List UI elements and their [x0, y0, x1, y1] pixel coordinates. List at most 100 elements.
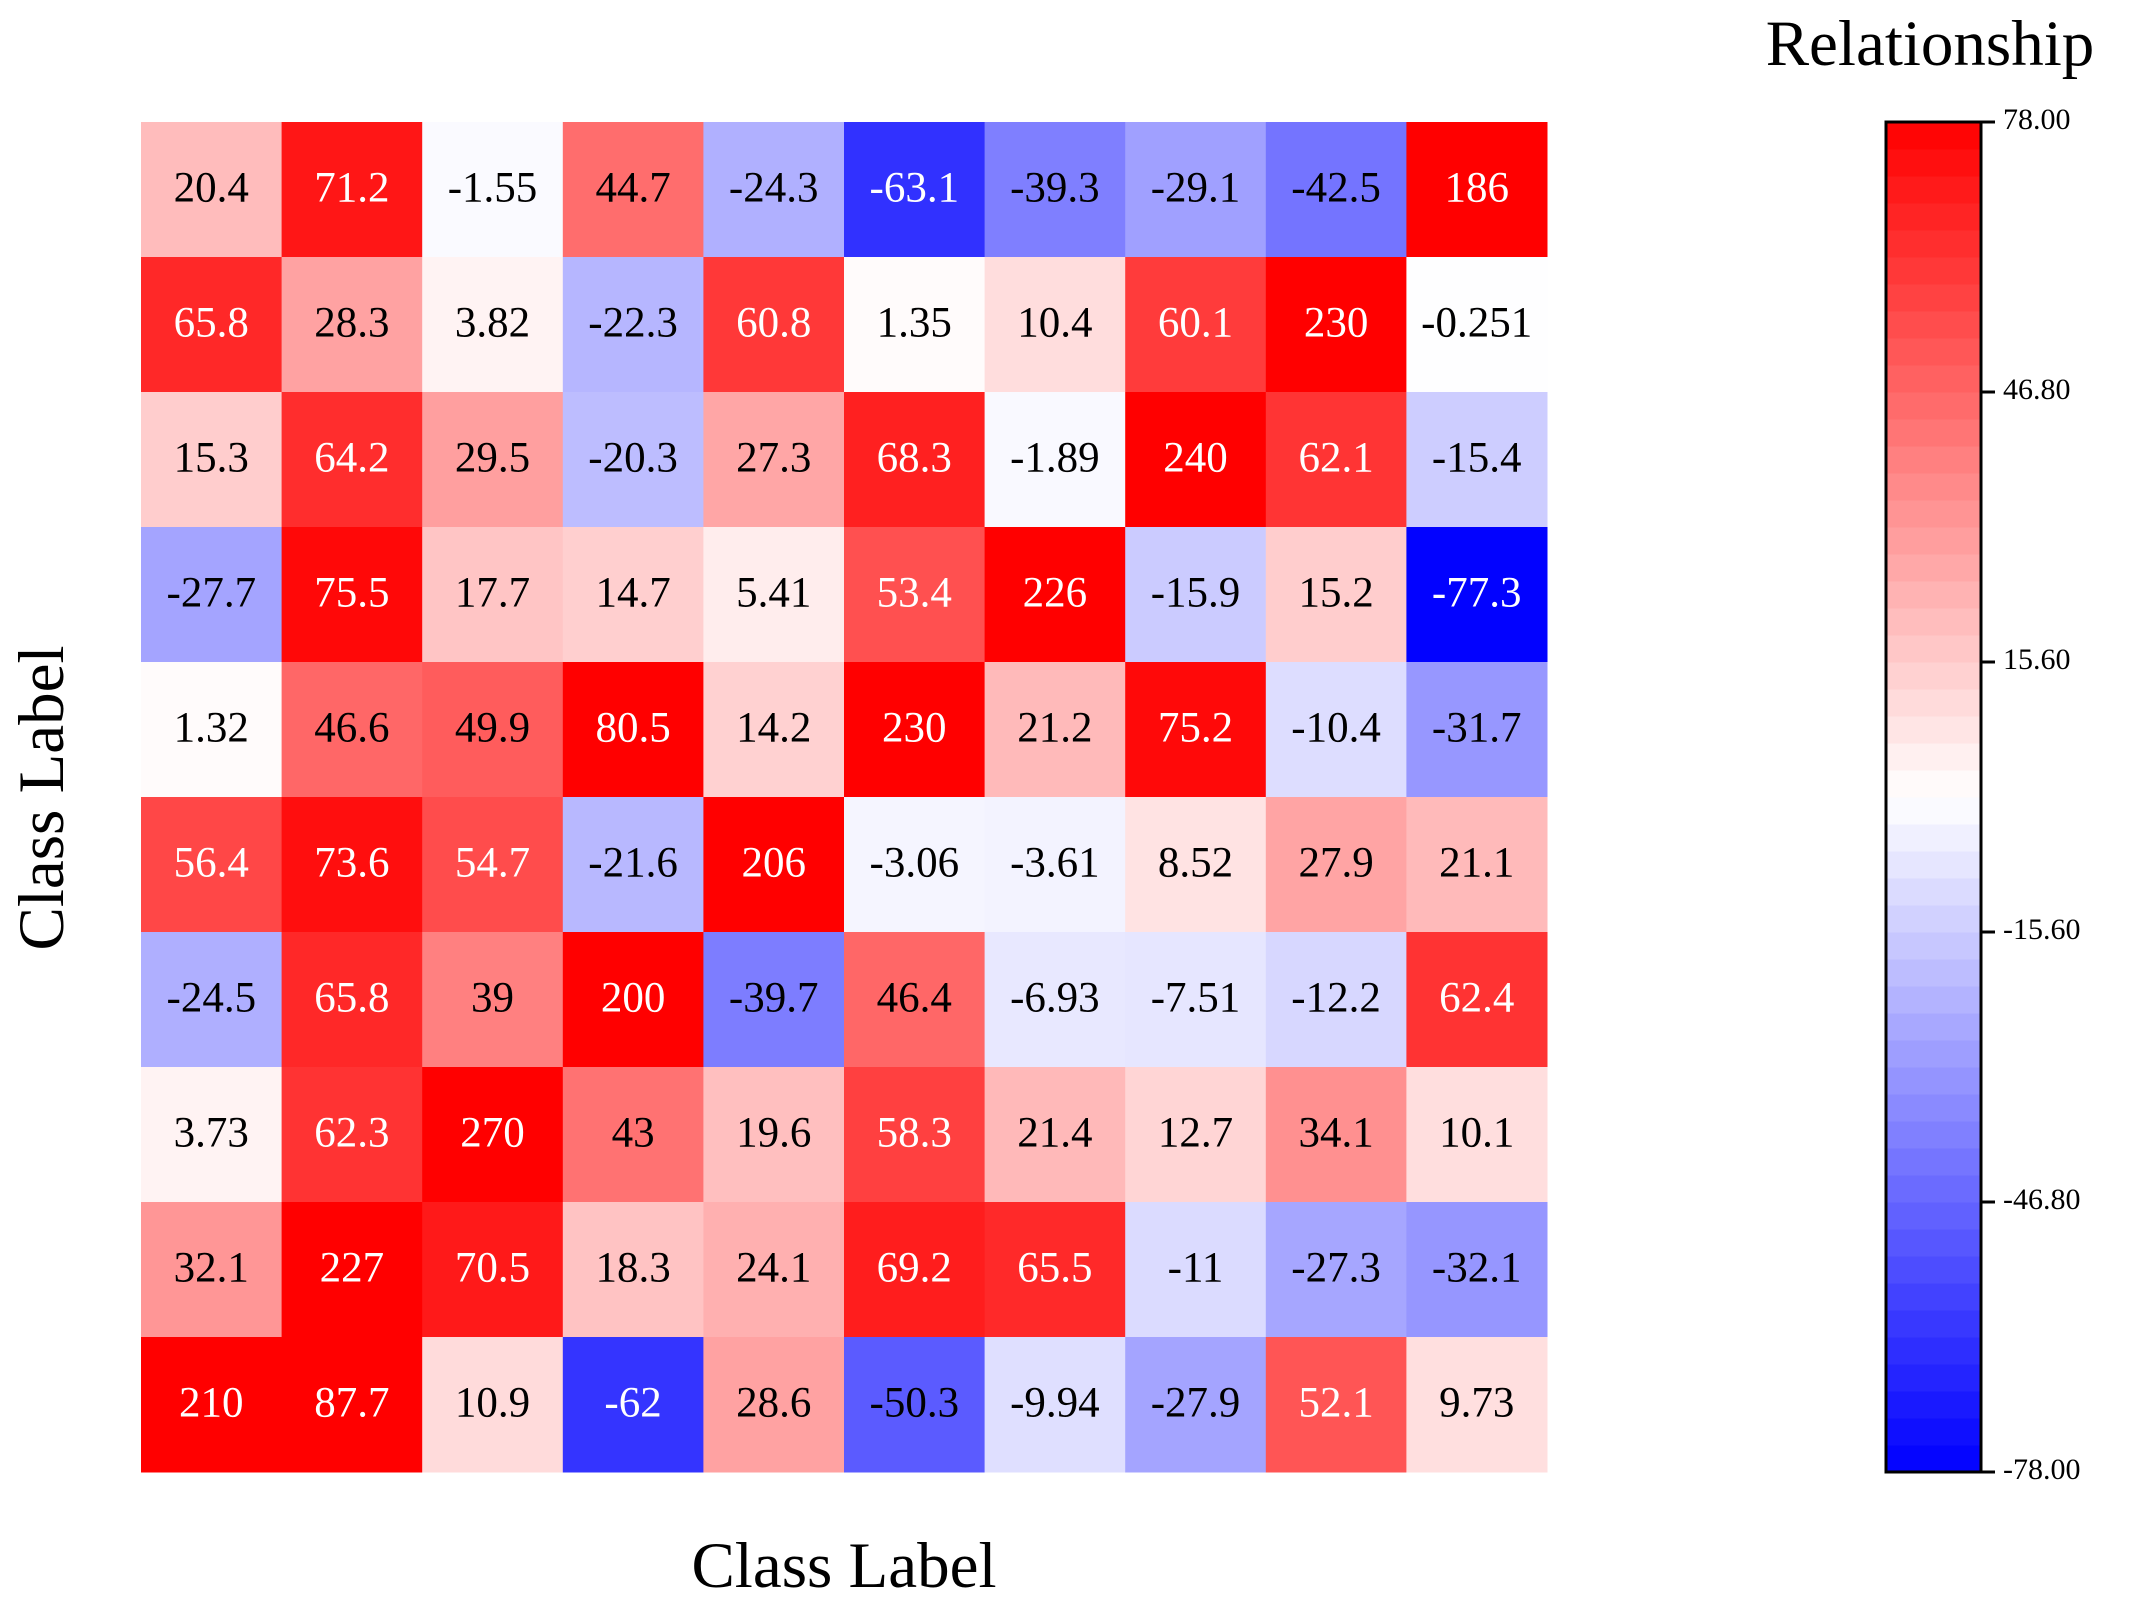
cell-label: 49.9	[455, 704, 530, 751]
cell-label: -63.1	[870, 164, 960, 211]
colorbar-tick-label: -15.60	[2003, 913, 2081, 946]
cell-label: 27.9	[1298, 839, 1373, 886]
heatmap-cell	[1265, 122, 1407, 258]
heatmap-cell	[1125, 392, 1267, 528]
heatmap-cell	[984, 932, 1126, 1068]
cell-label: 200	[601, 974, 666, 1021]
heatmap-cell	[281, 392, 423, 528]
heatmap-cell	[844, 122, 986, 258]
cell-label: -7.51	[1151, 974, 1241, 1021]
heatmap-cell	[1406, 932, 1548, 1068]
heatmap-cell	[422, 257, 564, 393]
colorbar-tick-label: -78.00	[2003, 1453, 2081, 1486]
heatmap-cell	[984, 392, 1126, 528]
heatmap-cell	[1406, 392, 1548, 528]
cell-label: -31.7	[1432, 704, 1522, 751]
colorbar-step	[1886, 1175, 1981, 1203]
colorbar-tick-label: 78.00	[2003, 103, 2071, 136]
heatmap-cell	[1265, 1067, 1407, 1203]
cell-label: 1.35	[877, 299, 952, 346]
cell-label: -20.3	[588, 434, 678, 481]
cell-label: -9.94	[1010, 1379, 1100, 1426]
colorbar-step	[1886, 122, 1981, 150]
heatmap-cell	[1125, 662, 1267, 798]
heatmap-cell	[141, 1067, 283, 1203]
cell-label: -39.7	[729, 974, 819, 1021]
heatmap-cell	[1406, 797, 1548, 933]
colorbar-step	[1886, 1121, 1981, 1149]
cell-label: 28.3	[314, 299, 389, 346]
heatmap-cell	[844, 1067, 986, 1203]
heatmap-cell	[984, 797, 1126, 933]
cell-label: 21.2	[1017, 704, 1092, 751]
cell-label: 56.4	[174, 839, 249, 886]
cell-label: 3.73	[174, 1109, 249, 1156]
heatmap-cell	[1125, 527, 1267, 663]
colorbar-tick-label: 46.80	[2003, 373, 2071, 406]
heatmap-cell	[703, 797, 845, 933]
cell-label: 12.7	[1158, 1109, 1233, 1156]
cell-label: 46.4	[877, 974, 952, 1021]
colorbar-step	[1886, 797, 1981, 825]
cell-label: -1.55	[448, 164, 538, 211]
cell-label: 65.5	[1017, 1244, 1092, 1291]
heatmap-cell	[281, 1202, 423, 1338]
heatmap-cell	[422, 527, 564, 663]
cell-label: -10.4	[1291, 704, 1381, 751]
heatmap-cell	[703, 1067, 845, 1203]
cell-label: -11	[1168, 1244, 1224, 1291]
cell-label: 210	[179, 1379, 244, 1426]
heatmap-cell	[141, 797, 283, 933]
cell-label: 17.7	[455, 569, 530, 616]
colorbar-step	[1886, 257, 1981, 285]
colorbar-step	[1886, 608, 1981, 636]
heatmap-cell	[422, 1202, 564, 1338]
heatmap-cell	[703, 122, 845, 258]
colorbar-step	[1886, 581, 1981, 609]
colorbar-step	[1886, 932, 1981, 960]
cell-label: 29.5	[455, 434, 530, 481]
colorbar-step	[1886, 689, 1981, 717]
colorbar-step	[1886, 1256, 1981, 1284]
colorbar-step	[1886, 905, 1981, 933]
colorbar-step	[1886, 230, 1981, 258]
cell-label: 14.2	[736, 704, 811, 751]
y-axis-label: Class Label	[6, 645, 78, 950]
colorbar-step	[1886, 662, 1981, 690]
colorbar-step	[1886, 824, 1981, 852]
heatmap-cell	[281, 1067, 423, 1203]
cell-label: -27.7	[167, 569, 257, 616]
heatmap-cell	[844, 1337, 986, 1473]
heatmap-cell	[562, 527, 704, 663]
colorbar-step	[1886, 770, 1981, 798]
cell-label: 64.2	[314, 434, 389, 481]
cell-label: 53.4	[877, 569, 952, 616]
cell-label: -39.3	[1010, 164, 1100, 211]
heatmap-cell	[141, 1202, 283, 1338]
cell-label: -15.4	[1432, 434, 1522, 481]
cell-label: 270	[460, 1109, 525, 1156]
heatmap-cell	[422, 122, 564, 258]
colorbar-tick-label: 15.60	[2003, 643, 2071, 676]
heatmap-cell	[1265, 662, 1407, 798]
colorbar-step	[1886, 284, 1981, 312]
heatmap-cell	[844, 797, 986, 933]
cell-label: -3.61	[1010, 839, 1100, 886]
heatmap-cell	[844, 392, 986, 528]
heatmap-cell	[422, 1337, 564, 1473]
heatmap-cell	[562, 797, 704, 933]
x-axis-label: Class Label	[691, 1530, 996, 1602]
cell-label: -12.2	[1291, 974, 1381, 1021]
heatmap-cell	[703, 932, 845, 1068]
heatmap-cell	[1406, 1202, 1548, 1338]
cell-label: 5.41	[736, 569, 811, 616]
cell-label: 10.9	[455, 1379, 530, 1426]
heatmap-cell	[562, 1202, 704, 1338]
cell-label: 73.6	[314, 839, 389, 886]
heatmap-cell	[1265, 797, 1407, 933]
heatmap-cell	[1125, 122, 1267, 258]
heatmap-cell	[844, 662, 986, 798]
cell-label: 15.2	[1298, 569, 1373, 616]
heatmap-cell	[281, 122, 423, 258]
